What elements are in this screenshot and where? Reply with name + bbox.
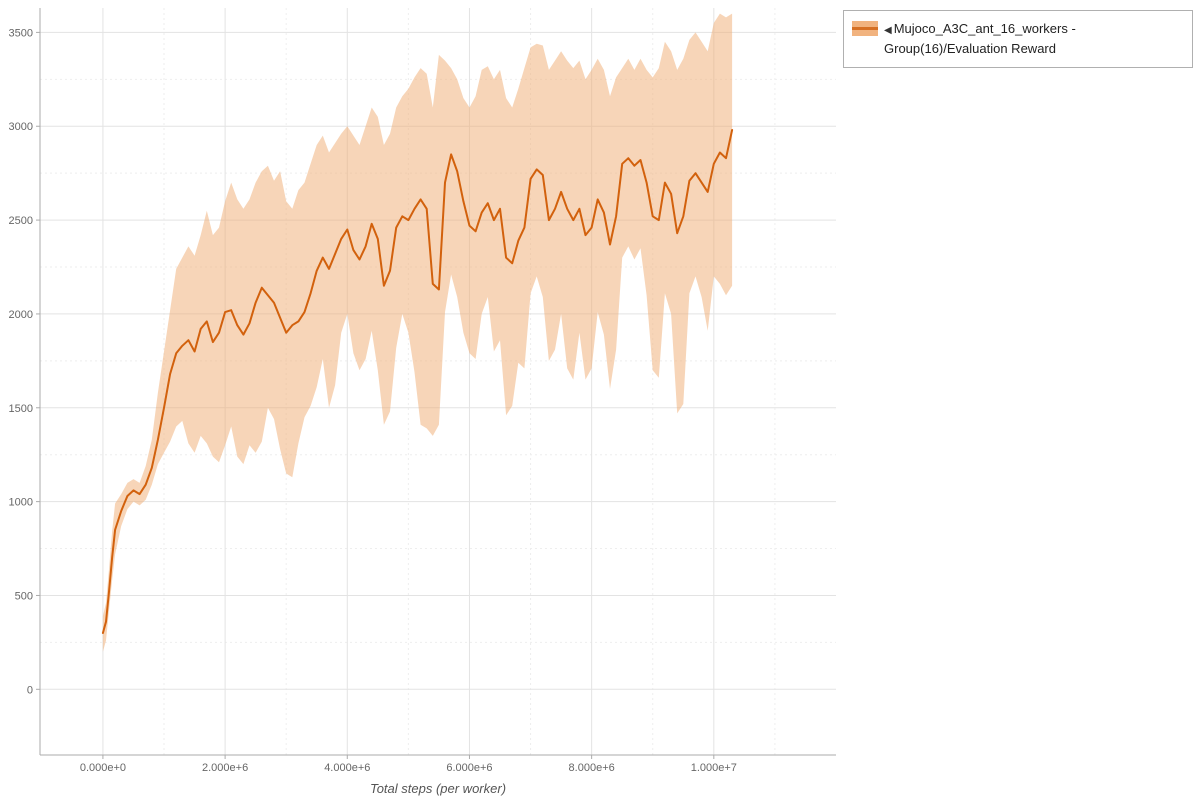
x-tick-label: 4.000e+6 — [324, 762, 370, 774]
x-tick-label: 6.000e+6 — [446, 762, 492, 774]
legend-swatch-line-icon — [852, 27, 878, 30]
mean-line — [101, 129, 734, 634]
y-tick-label: 3500 — [9, 27, 33, 39]
y-tick-label: 2500 — [9, 215, 33, 227]
y-tick-label: 500 — [15, 590, 33, 602]
y-tick-label: 2000 — [9, 309, 33, 321]
legend-label: Mujoco_A3C_ant_16_workers - Group(16)/Ev… — [884, 21, 1076, 57]
x-axis-label: Total steps (per worker) — [369, 781, 507, 796]
x-tick-label: 2.000e+6 — [202, 762, 248, 774]
legend-collapse-icon[interactable]: ◀ — [884, 25, 892, 36]
legend-item[interactable]: ◀ Mujoco_A3C_ant_16_workers - Group(16)/E… — [852, 19, 1184, 59]
confidence-band — [102, 13, 733, 652]
x-tick-label: 0.000e+0 — [80, 762, 126, 774]
legend-text: ◀ Mujoco_A3C_ant_16_workers - Group(16)/E… — [884, 19, 1184, 59]
x-tick-label: 8.000e+6 — [569, 762, 615, 774]
legend-swatch-icon — [852, 21, 878, 36]
y-tick-label: 1500 — [9, 403, 33, 415]
x-tick-label: 1.000e+7 — [691, 762, 737, 774]
y-tick-label: 0 — [27, 684, 33, 696]
legend: ◀ Mujoco_A3C_ant_16_workers - Group(16)/E… — [843, 10, 1193, 69]
y-tick-label: 1000 — [9, 497, 33, 509]
y-tick-label: 3000 — [9, 121, 33, 133]
